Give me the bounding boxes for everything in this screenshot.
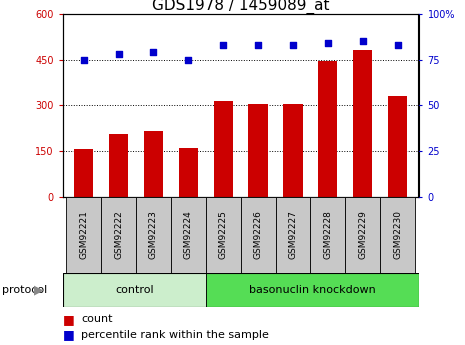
Text: GSM92222: GSM92222: [114, 210, 123, 259]
FancyBboxPatch shape: [136, 197, 171, 273]
Text: GSM92229: GSM92229: [358, 210, 367, 259]
Text: GSM92224: GSM92224: [184, 210, 193, 259]
Bar: [109, 134, 128, 197]
FancyBboxPatch shape: [63, 273, 206, 307]
Text: ▶: ▶: [34, 283, 43, 296]
Text: ■: ■: [63, 328, 74, 341]
Text: ■: ■: [63, 313, 74, 326]
Bar: [213, 101, 233, 197]
Point: [324, 40, 332, 46]
Text: GSM92230: GSM92230: [393, 210, 402, 259]
Text: GSM92221: GSM92221: [79, 210, 88, 259]
Bar: [144, 131, 163, 197]
Point: [289, 42, 297, 48]
FancyBboxPatch shape: [241, 197, 275, 273]
Bar: [388, 96, 407, 197]
FancyBboxPatch shape: [206, 197, 241, 273]
Bar: [248, 104, 268, 197]
Point: [219, 42, 227, 48]
Text: GSM92228: GSM92228: [323, 210, 332, 259]
Text: percentile rank within the sample: percentile rank within the sample: [81, 330, 269, 339]
Text: GSM92223: GSM92223: [149, 210, 158, 259]
Point: [80, 57, 87, 62]
Text: GSM92227: GSM92227: [288, 210, 298, 259]
Bar: [74, 149, 93, 197]
Point: [254, 42, 262, 48]
Text: count: count: [81, 314, 113, 324]
Text: basonuclin knockdown: basonuclin knockdown: [249, 285, 376, 295]
Text: protocol: protocol: [2, 285, 47, 295]
Bar: [179, 148, 198, 197]
Text: GSM92226: GSM92226: [253, 210, 263, 259]
Bar: [318, 61, 338, 197]
Point: [150, 49, 157, 55]
FancyBboxPatch shape: [101, 197, 136, 273]
FancyBboxPatch shape: [275, 197, 311, 273]
Point: [394, 42, 401, 48]
Title: GDS1978 / 1459089_at: GDS1978 / 1459089_at: [152, 0, 329, 14]
Text: control: control: [115, 285, 153, 295]
Text: GSM92225: GSM92225: [219, 210, 228, 259]
Point: [359, 38, 366, 44]
FancyBboxPatch shape: [171, 197, 206, 273]
Point: [115, 51, 122, 57]
FancyBboxPatch shape: [206, 273, 418, 307]
Point: [185, 57, 192, 62]
Bar: [283, 104, 303, 197]
FancyBboxPatch shape: [345, 197, 380, 273]
FancyBboxPatch shape: [311, 197, 345, 273]
FancyBboxPatch shape: [380, 197, 415, 273]
Bar: [353, 50, 372, 197]
FancyBboxPatch shape: [66, 197, 101, 273]
